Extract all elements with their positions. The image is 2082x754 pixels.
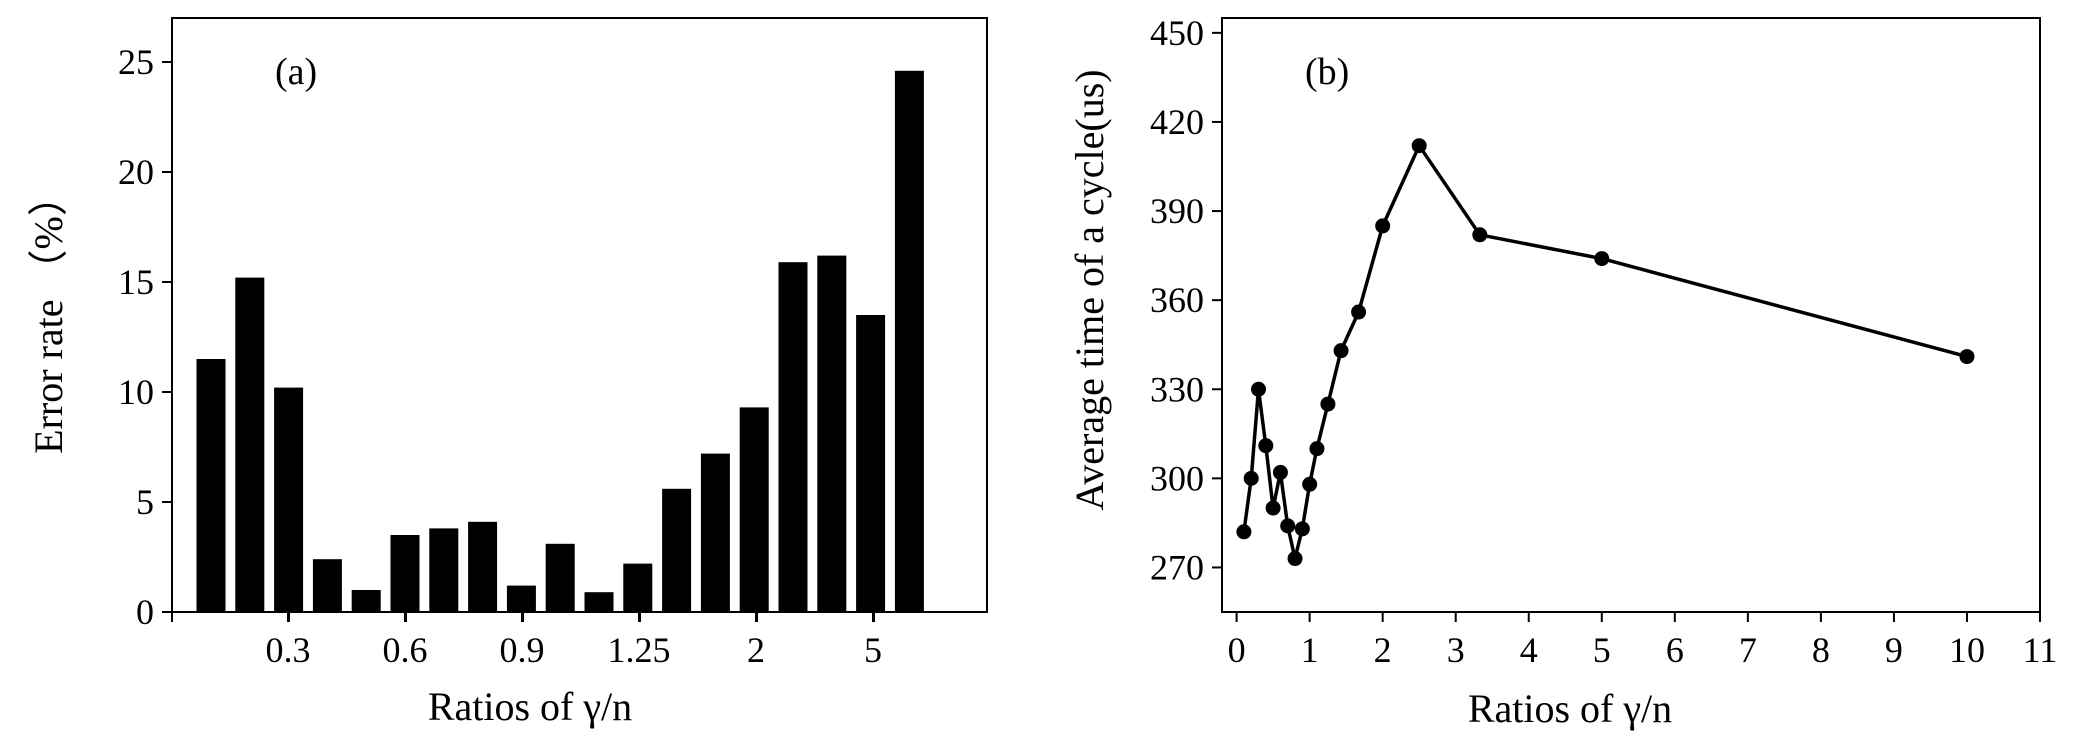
panel-b-label: (b)	[1305, 51, 1349, 93]
bar	[351, 590, 381, 612]
x-tick-label: 2	[1374, 630, 1392, 670]
y-tick-label: 420	[1150, 102, 1204, 142]
x-tick-label: 5	[864, 630, 882, 670]
panel-b-cycle-time-line-chart: (b) 270 300 330 360 390 420 450 0 1 2 3 4 5 6 7 8 9 10 11…	[1067, 13, 2057, 731]
bar	[196, 359, 226, 612]
data-point	[1265, 500, 1281, 516]
panel-b-series	[1236, 138, 1975, 567]
panel-b-plot-frame	[1221, 17, 2041, 613]
bar	[429, 528, 459, 612]
x-tick-label: 10	[1949, 630, 1985, 670]
panel-a-y-axis-title: Error rate （%）	[26, 176, 71, 454]
panel-b-y-axis-title: Average time of a cycle(us)	[1067, 69, 1112, 510]
bar	[235, 277, 265, 612]
x-tick-label: 3	[1447, 630, 1465, 670]
y-tick-label: 20	[118, 152, 154, 192]
x-tick-label: 0	[1228, 630, 1246, 670]
data-point	[1594, 251, 1610, 267]
y-tick-label: 270	[1150, 547, 1204, 587]
panel-a-bars	[196, 70, 924, 613]
y-tick-label: 450	[1150, 13, 1204, 53]
x-tick-label: 9	[1885, 630, 1903, 670]
data-point	[1272, 464, 1288, 480]
panel-b-y-axis: 270 300 330 360 390 420 450	[1150, 13, 1222, 587]
y-tick-label: 25	[118, 42, 154, 82]
data-point	[1333, 343, 1349, 359]
data-point	[1251, 381, 1267, 397]
bar	[390, 535, 420, 612]
bar	[545, 543, 575, 612]
y-tick-label: 300	[1150, 458, 1204, 498]
x-tick-label: 1	[1301, 630, 1319, 670]
data-point	[1375, 218, 1391, 234]
x-tick-label: 0.9	[500, 630, 545, 670]
x-tick-label: 4	[1520, 630, 1538, 670]
x-tick-label: 0.3	[266, 630, 311, 670]
data-point	[1959, 349, 1975, 365]
bar	[468, 521, 498, 612]
data-point	[1287, 551, 1303, 567]
y-tick-label: 330	[1150, 369, 1204, 409]
x-tick-label: 0.6	[383, 630, 428, 670]
bar	[700, 453, 730, 612]
bar	[662, 488, 692, 612]
data-point	[1320, 396, 1336, 412]
data-point	[1280, 518, 1296, 534]
y-tick-label: 0	[136, 592, 154, 632]
panel-b-x-axis-title: Ratios of γ/n	[1468, 686, 1672, 731]
panel-b-x-axis: 0 1 2 3 4 5 6 7 8 9 10 11	[1228, 612, 2058, 670]
bar	[817, 255, 847, 612]
data-point	[1243, 470, 1259, 486]
x-tick-label: 8	[1812, 630, 1830, 670]
bar	[894, 70, 924, 613]
bar	[274, 387, 304, 612]
x-tick-label: 6	[1666, 630, 1684, 670]
bar	[778, 262, 808, 612]
bar	[312, 559, 342, 612]
bar	[623, 563, 653, 612]
bar	[506, 585, 536, 612]
bar	[739, 407, 769, 612]
data-point	[1258, 438, 1274, 454]
data-point	[1351, 304, 1367, 320]
series-line	[1242, 143, 1968, 561]
y-tick-label: 5	[136, 482, 154, 522]
x-tick-label: 2	[747, 630, 765, 670]
data-point	[1411, 138, 1427, 154]
panel-a-plot-frame	[171, 17, 988, 613]
panel-a-label: (a)	[275, 51, 317, 93]
data-point	[1302, 476, 1318, 492]
panel-a-x-axis-title: Ratios of γ/n	[428, 684, 632, 729]
y-tick-label: 390	[1150, 191, 1204, 231]
y-tick-label: 15	[118, 262, 154, 302]
panel-a-y-axis: 0 5 10 15 20 25	[118, 42, 172, 632]
bar	[584, 592, 614, 612]
y-tick-label: 10	[118, 372, 154, 412]
x-tick-label: 11	[2023, 630, 2058, 670]
x-tick-label: 7	[1739, 630, 1757, 670]
data-point	[1294, 521, 1310, 537]
bar	[856, 315, 886, 612]
data-point	[1309, 441, 1325, 457]
x-tick-label: 1.25	[608, 630, 671, 670]
x-tick-label: 5	[1593, 630, 1611, 670]
data-point	[1236, 524, 1252, 540]
y-tick-label: 360	[1150, 280, 1204, 320]
data-point	[1472, 227, 1488, 243]
panel-a-x-axis: 0.3 0.6 0.9 1.25 2 5	[171, 612, 882, 670]
